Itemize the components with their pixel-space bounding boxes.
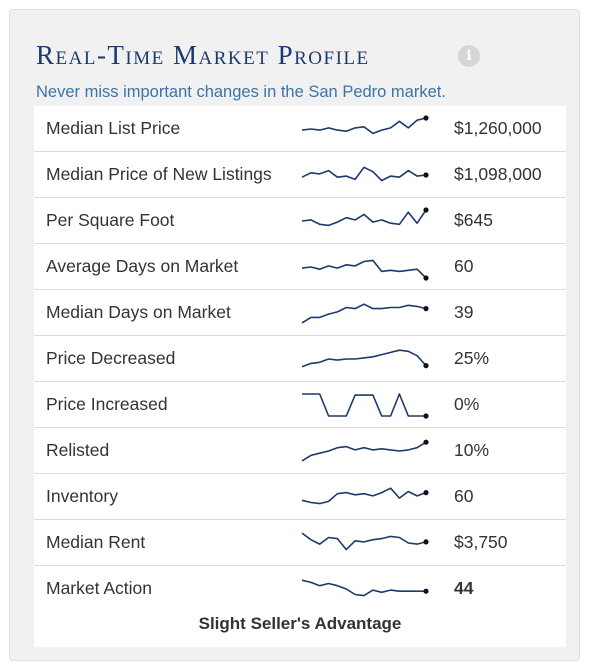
sparkline-endpoint (423, 306, 429, 312)
sparkline-path (301, 532, 427, 551)
trend-sparkline (301, 207, 429, 227)
metric-row: Median Days on Market 39 (34, 290, 566, 336)
metric-row: Relisted 10% (34, 428, 566, 474)
metric-row: Median Rent $3,750 (34, 520, 566, 566)
metric-row: Price Increased 0% (34, 382, 566, 428)
trend-sparkline (302, 393, 429, 419)
sparkline-endpoint (423, 207, 429, 213)
sparkline-endpoint (423, 490, 429, 496)
metric-label: Per Square Foot (46, 210, 175, 230)
trend-sparkline (301, 259, 429, 281)
metric-value: 60 (454, 256, 474, 276)
sparkline-path (301, 166, 427, 182)
metric-label: Median Price of New Listings (46, 164, 272, 184)
trend-sparkline (301, 166, 429, 182)
trend-sparkline (301, 303, 429, 324)
trend-sparkline (301, 532, 429, 551)
metric-label: Average Days on Market (46, 256, 239, 276)
sparkline-endpoint (423, 588, 429, 594)
info-icon[interactable]: i (458, 45, 480, 67)
sparkline-endpoint (423, 115, 429, 121)
metric-value: 60 (454, 486, 474, 506)
trend-sparkline (301, 439, 429, 462)
metric-row: Inventory 60 (34, 474, 566, 520)
sparkline-path (301, 441, 427, 462)
sparkline-endpoint (423, 172, 429, 178)
market-profile-widget: Real-Time Market Profile i Never miss im… (9, 9, 580, 661)
widget-title: Real-Time Market Profile (36, 40, 370, 70)
metrics-table: Slight Seller's Advantage Median List Pr… (34, 106, 566, 647)
sparkline-endpoint (423, 439, 429, 445)
metric-label: Median List Price (46, 118, 181, 138)
trend-sparkline (301, 349, 429, 369)
metric-row: Price Decreased 25% (34, 336, 566, 382)
metric-value: $3,750 (454, 532, 508, 552)
sparkline-endpoint (423, 539, 429, 545)
sparkline-path (301, 349, 427, 368)
market-verdict: Slight Seller's Advantage (198, 614, 402, 633)
sparkline-path (301, 259, 427, 279)
metric-value: 25% (454, 348, 490, 368)
metric-value: $1,098,000 (454, 164, 542, 184)
metric-value: 10% (454, 440, 490, 460)
trend-sparkline (301, 579, 429, 597)
metric-value: 39 (454, 302, 474, 322)
metric-value: 44 (454, 578, 474, 598)
sparkline-path (301, 209, 427, 227)
metric-label: Inventory (46, 486, 118, 506)
metric-value: 0% (454, 394, 480, 414)
metric-label: Relisted (46, 440, 110, 460)
metric-value: $1,260,000 (454, 118, 542, 138)
metric-row: Median List Price $1,260,000 (34, 106, 566, 152)
metric-label: Median Rent (46, 532, 146, 552)
metric-label: Market Action (46, 578, 153, 598)
sparkline-path (301, 579, 426, 597)
sparkline-endpoint (423, 363, 429, 369)
trend-sparkline (301, 487, 429, 505)
sparkline-path (301, 303, 427, 324)
sparkline-endpoint (423, 413, 429, 419)
metric-value: $645 (454, 210, 493, 230)
metric-label: Price Increased (46, 394, 168, 414)
sparkline-path (301, 117, 427, 135)
widget-subtitle: Never miss important changes in the San … (36, 83, 446, 101)
metric-label: Price Decreased (46, 348, 176, 368)
metric-row: Market Action 44 (34, 566, 566, 612)
sparkline-path (301, 487, 427, 505)
metric-row: Median Price of New Listings $1,098,000 (34, 152, 566, 198)
metric-row: Per Square Foot $645 (34, 198, 566, 244)
sparkline-path (302, 393, 426, 417)
sparkline-endpoint (423, 275, 429, 281)
trend-sparkline (301, 115, 429, 135)
metric-row: Average Days on Market 60 (34, 244, 566, 290)
metric-label: Median Days on Market (46, 302, 231, 322)
